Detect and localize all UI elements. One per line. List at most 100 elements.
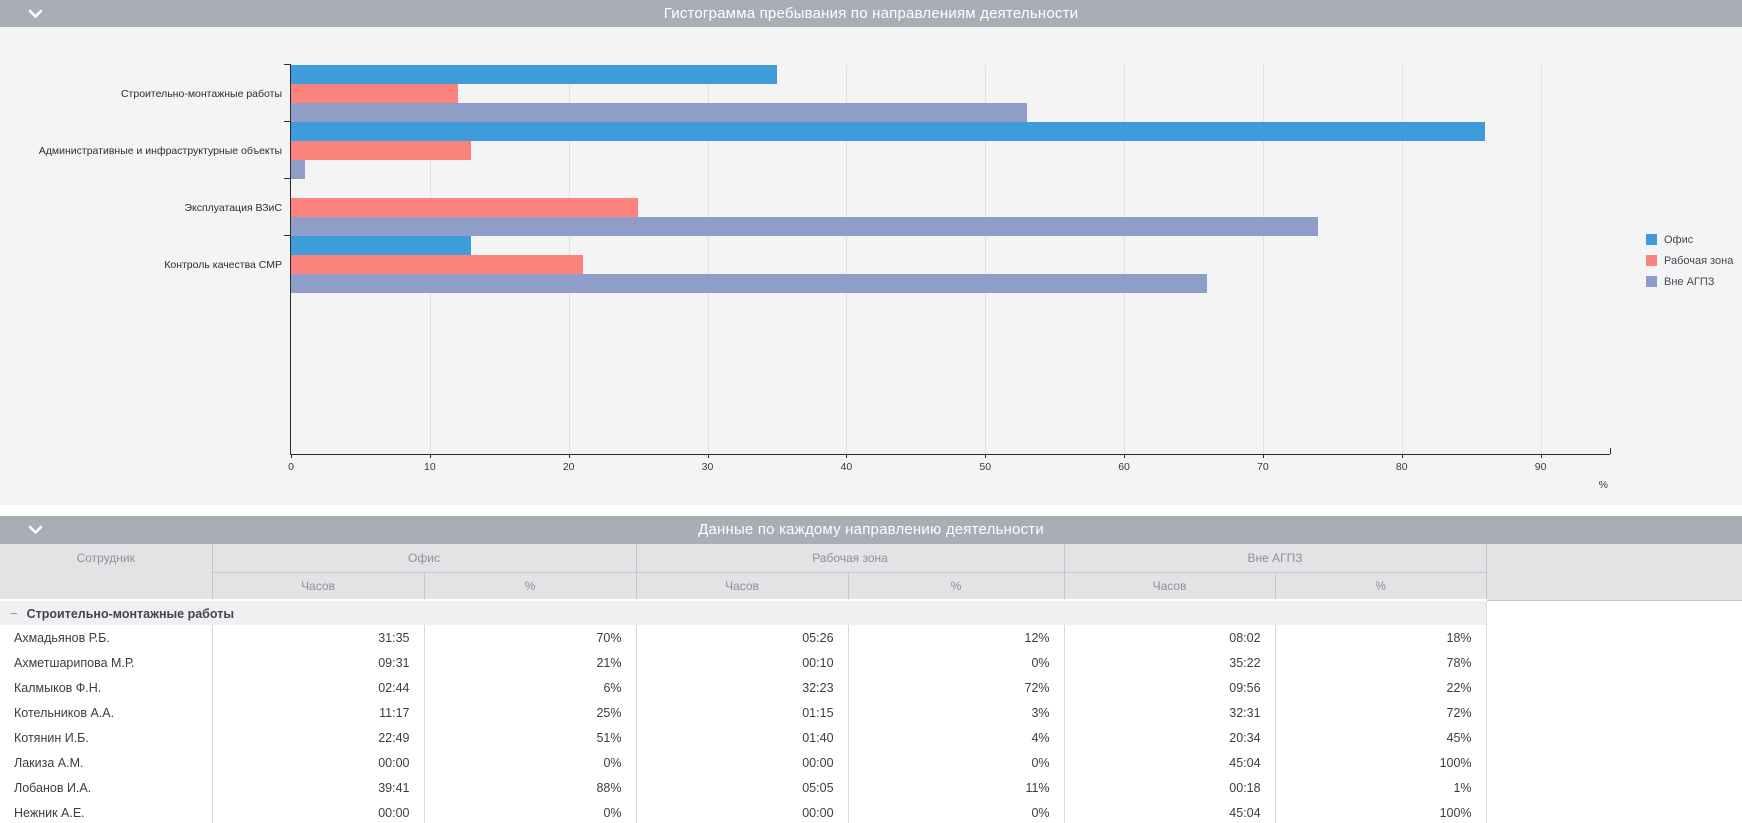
x-axis-tick-label: 90 bbox=[1534, 461, 1547, 473]
cell-value: 4% bbox=[848, 725, 1065, 750]
table-row[interactable]: Ахметшарипова М.Р. 09:31 21% 00:10 0% 35:22 78… bbox=[0, 650, 1742, 675]
table-panel: Данные по каждому направлению деятельнос… bbox=[0, 516, 1742, 823]
legend-label: Рабочая зона bbox=[1664, 254, 1734, 267]
category-label: Административные и инфраструктурные объе… bbox=[38, 144, 282, 157]
gridline bbox=[985, 65, 987, 454]
empty-cell bbox=[1486, 750, 1742, 775]
cell-value: 20:34 bbox=[1064, 725, 1276, 750]
group-row-label: Строительно-монтажные работы bbox=[26, 606, 235, 621]
chevron-down-icon bbox=[28, 525, 43, 534]
x-axis-tick bbox=[1401, 454, 1403, 458]
cell-value: 12% bbox=[848, 625, 1065, 650]
table-row[interactable]: Лакиза А.М. 00:00 0% 00:00 0% 45:04 100% bbox=[0, 750, 1742, 775]
cell-value: 100% bbox=[1275, 750, 1487, 775]
employee-name: Калмыков Ф.Н. bbox=[0, 675, 213, 700]
bar-series-2 bbox=[291, 198, 639, 217]
cell-value: 05:26 bbox=[636, 625, 849, 650]
cell-value: 25% bbox=[424, 700, 637, 725]
bar-series-3 bbox=[291, 274, 1208, 293]
cell-value: 0% bbox=[848, 650, 1065, 675]
empty-cell bbox=[1486, 700, 1742, 725]
table-row[interactable]: Котянин И.Б. 22:49 51% 01:40 4% 20:34 45% bbox=[0, 725, 1742, 750]
x-axis-tick bbox=[1124, 454, 1126, 458]
category-slot: Административные и инфраструктурные объе… bbox=[39, 121, 1610, 179]
bar-series-3 bbox=[291, 217, 1319, 236]
subcolumn-header-outside-percent[interactable]: % bbox=[1274, 572, 1487, 601]
x-axis-tick-label: 10 bbox=[423, 461, 436, 473]
cell-value: 09:31 bbox=[212, 650, 425, 675]
chart-panel: Гистограмма пребывания по направлениям д… bbox=[0, 0, 1742, 505]
table-panel-title: Данные по каждому направлению деятельнос… bbox=[698, 521, 1044, 538]
chart-collapse-button[interactable] bbox=[28, 8, 44, 20]
table-collapse-button[interactable] bbox=[28, 524, 44, 536]
table-panel-header: Данные по каждому направлению деятельнос… bbox=[0, 516, 1742, 544]
table-row[interactable]: Калмыков Ф.Н. 02:44 6% 32:23 72% 09:56 22% bbox=[0, 675, 1742, 700]
subcolumn-header-office-hours[interactable]: Часов bbox=[212, 572, 425, 601]
cell-value: 70% bbox=[424, 625, 637, 650]
category-label: Эксплуатация ВЗиС bbox=[184, 201, 282, 214]
cell-value: 05:05 bbox=[636, 775, 849, 800]
subcolumn-header-office-percent[interactable]: % bbox=[423, 572, 637, 601]
category-label: Строительно-монтажные работы bbox=[120, 87, 282, 100]
cell-value: 45% bbox=[1275, 725, 1487, 750]
column-header-workzone[interactable]: Рабочая зона bbox=[635, 544, 1065, 573]
legend-item[interactable]: Рабочая зона bbox=[1646, 250, 1733, 271]
cell-value: 100% bbox=[1275, 800, 1487, 823]
subcolumn-header-workzone-hours[interactable]: Часов bbox=[635, 572, 849, 601]
gridline bbox=[707, 65, 709, 454]
gridline bbox=[1401, 65, 1403, 454]
legend-item[interactable]: Офис bbox=[1646, 229, 1733, 250]
employee-name: Лакиза А.М. bbox=[0, 750, 213, 775]
category-label: Контроль качества СМР bbox=[164, 258, 282, 271]
cell-value: 6% bbox=[424, 675, 637, 700]
activity-data-table: Сотрудник Офис Рабочая зона Вне АГПЗ Час… bbox=[0, 544, 1742, 823]
cell-value: 0% bbox=[848, 750, 1065, 775]
column-header-outside[interactable]: Вне АГПЗ bbox=[1063, 544, 1487, 573]
legend-label: Офис bbox=[1664, 233, 1694, 246]
category-slot: Строительно-монтажные работы bbox=[121, 64, 1610, 122]
cell-value: 08:02 bbox=[1064, 625, 1276, 650]
table-row[interactable]: Котельников А.А. 11:17 25% 01:15 3% 32:31 72% bbox=[0, 700, 1742, 725]
column-header-office[interactable]: Офис bbox=[211, 544, 637, 573]
bar-series-1 bbox=[291, 65, 777, 84]
subcolumn-header-outside-hours[interactable]: Часов bbox=[1063, 572, 1276, 601]
panel-gap bbox=[0, 505, 1742, 516]
table-row[interactable]: Нежник А.Е. 00:00 0% 00:00 0% 45:04 100% bbox=[0, 800, 1742, 823]
cell-value: 45:04 bbox=[1064, 750, 1276, 775]
table-row[interactable]: Ахмадьянов Р.Б. 31:35 70% 05:26 12% 08:02 18% bbox=[0, 625, 1742, 650]
group-row[interactable]: − Строительно-монтажные работы bbox=[0, 599, 1742, 625]
subcolumn-header-workzone-percent[interactable]: % bbox=[847, 572, 1065, 601]
category-slot: Контроль качества СМР bbox=[164, 235, 1610, 293]
cell-value: 0% bbox=[848, 800, 1065, 823]
gridline bbox=[846, 65, 848, 454]
empty-cell bbox=[1486, 725, 1742, 750]
cell-value: 22% bbox=[1275, 675, 1487, 700]
chart-panel-header: Гистограмма пребывания по направлениям д… bbox=[0, 0, 1742, 27]
legend-swatch bbox=[1646, 255, 1657, 266]
cell-value: 11:17 bbox=[212, 700, 425, 725]
cell-value: 51% bbox=[424, 725, 637, 750]
x-axis-tick-label: 30 bbox=[701, 461, 714, 473]
bar-series-2 bbox=[291, 84, 458, 103]
x-axis-tick bbox=[1540, 454, 1542, 458]
x-axis-tick bbox=[846, 454, 848, 458]
x-axis-tick-label: 20 bbox=[562, 461, 575, 473]
x-axis-tick-label: 80 bbox=[1395, 461, 1408, 473]
cell-value: 22:49 bbox=[212, 725, 425, 750]
empty-cell bbox=[1486, 650, 1742, 675]
x-axis-tick bbox=[568, 454, 570, 458]
cell-value: 00:00 bbox=[212, 750, 425, 775]
column-header-empty bbox=[1485, 544, 1742, 601]
cell-value: 88% bbox=[424, 775, 637, 800]
x-axis-endcap bbox=[1610, 448, 1611, 454]
cell-value: 21% bbox=[424, 650, 637, 675]
legend-swatch bbox=[1646, 276, 1657, 287]
table-row[interactable]: Лобанов И.А. 39:41 88% 05:05 11% 00:18 1% bbox=[0, 775, 1742, 800]
legend-swatch bbox=[1646, 234, 1657, 245]
column-header-employee[interactable]: Сотрудник bbox=[0, 544, 213, 601]
cell-value: 72% bbox=[848, 675, 1065, 700]
employee-name: Ахмадьянов Р.Б. bbox=[0, 625, 213, 650]
group-collapse-minus-icon[interactable]: − bbox=[10, 605, 18, 621]
employee-name: Ахметшарипова М.Р. bbox=[0, 650, 213, 675]
legend-item[interactable]: Вне АГПЗ bbox=[1646, 271, 1733, 292]
